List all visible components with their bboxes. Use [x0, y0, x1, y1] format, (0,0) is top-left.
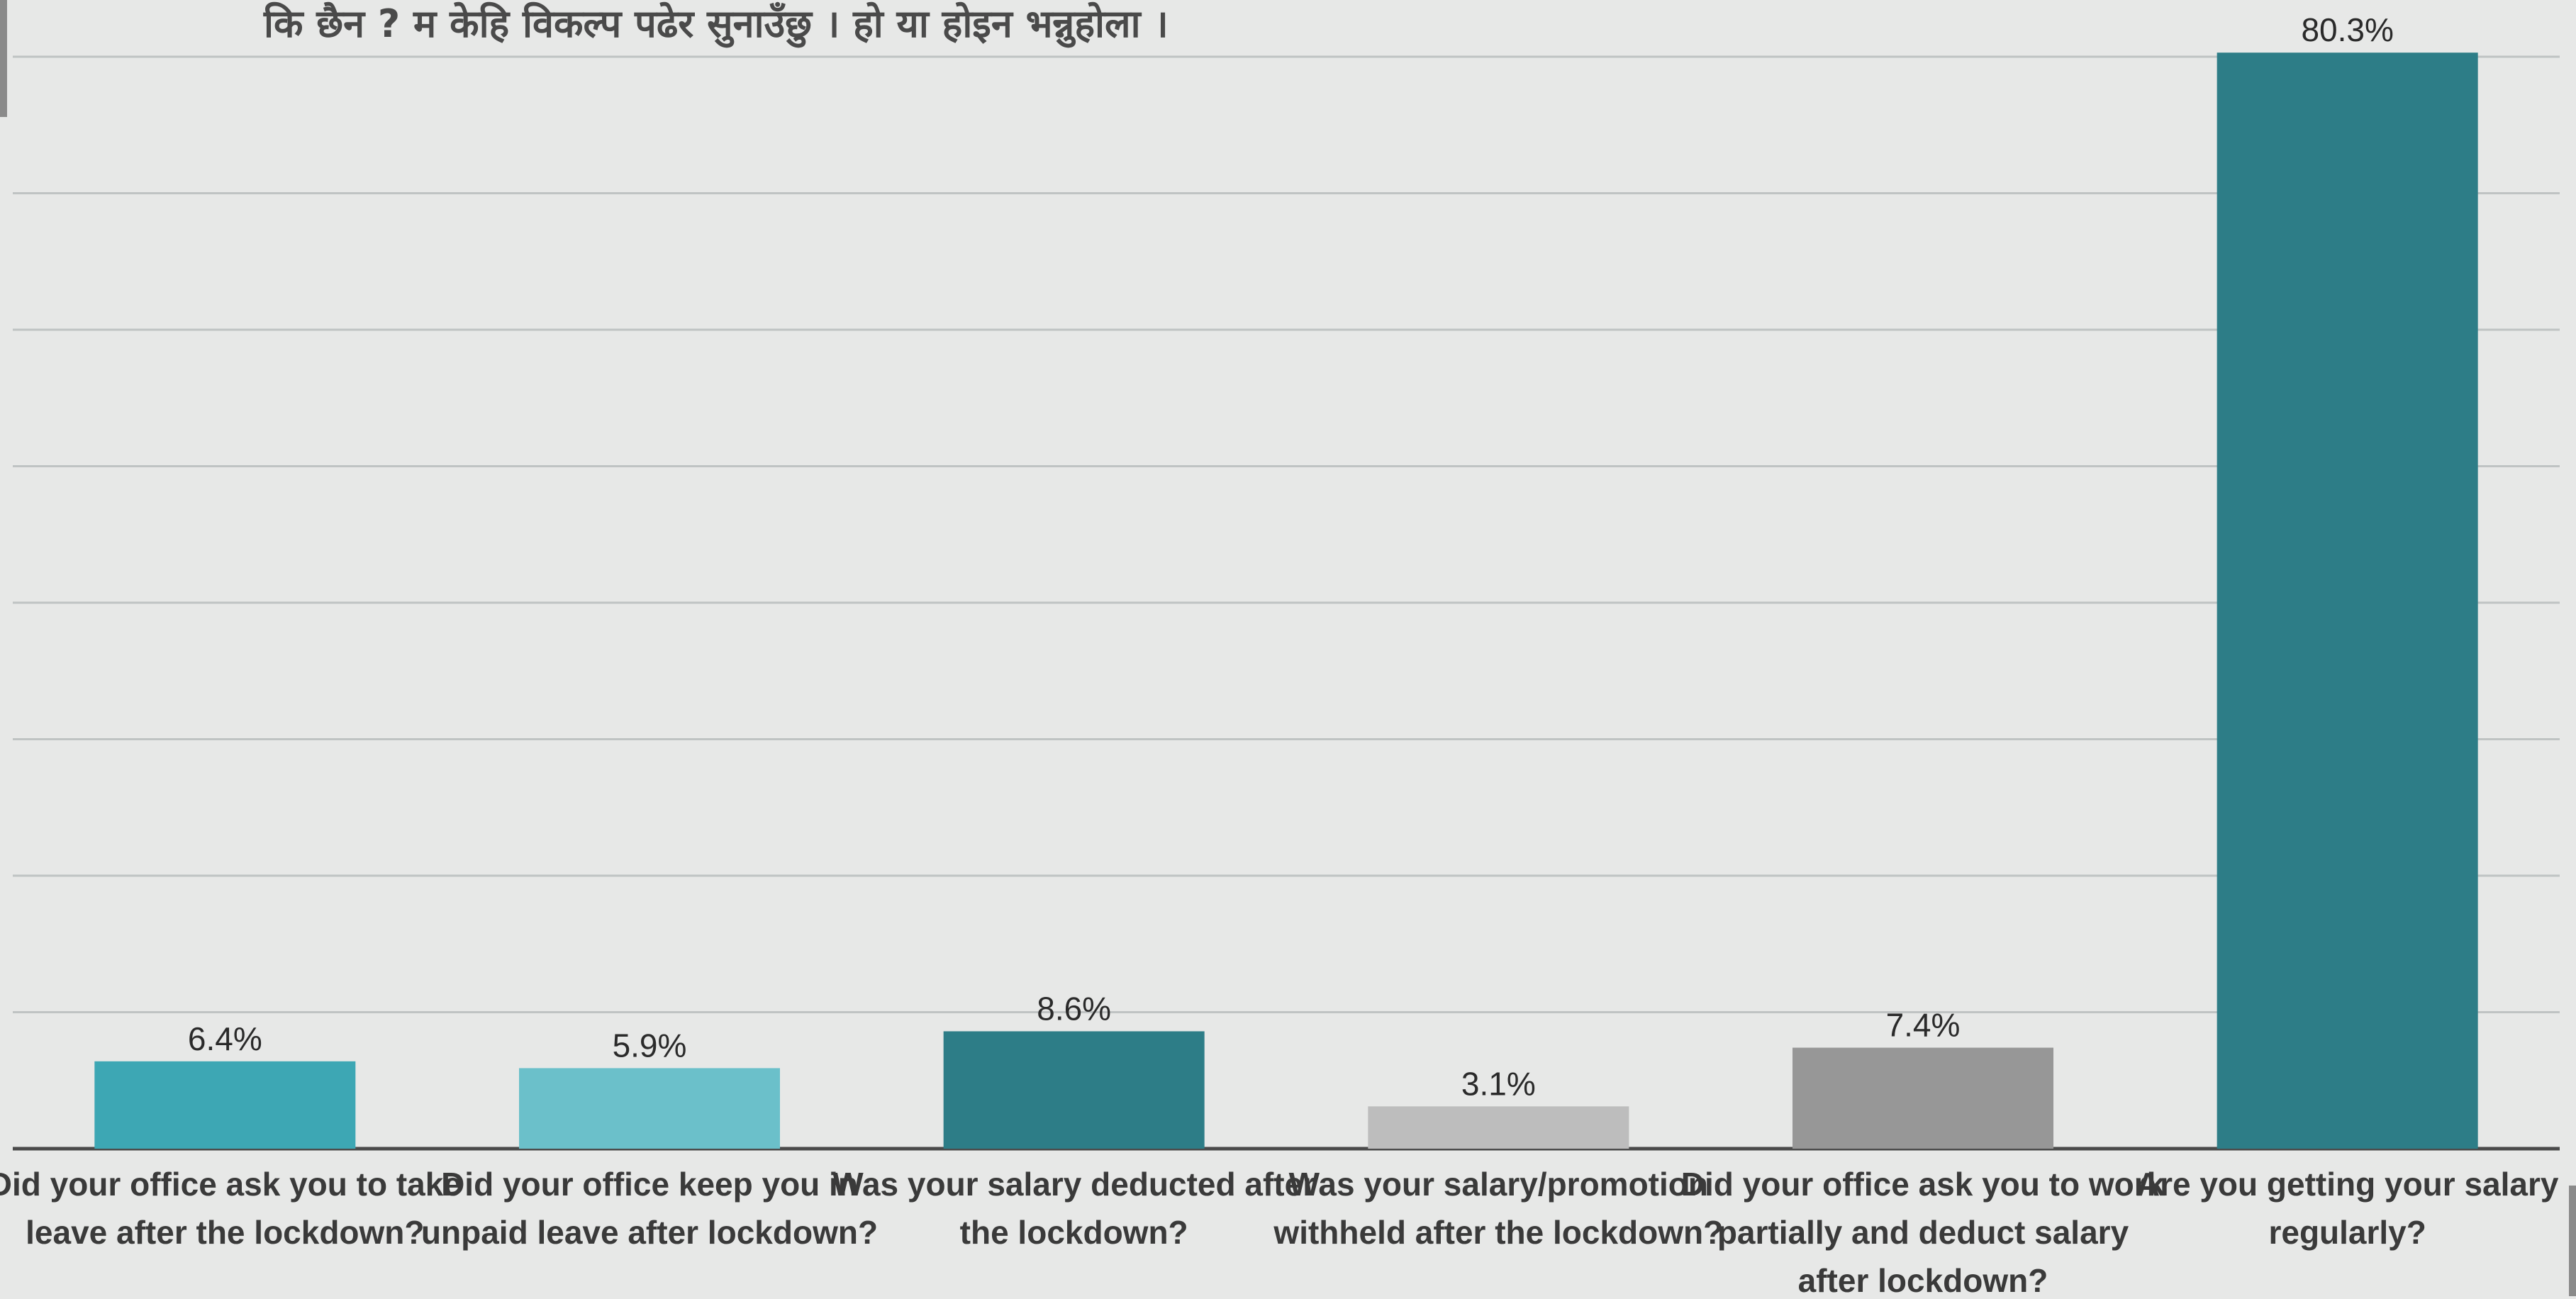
x-tick-label-2-line-2: unpaid leave after lockdown? [421, 1214, 878, 1251]
data-label-1: 6.4% [188, 1020, 262, 1057]
data-label-6: 80.3% [2301, 11, 2393, 48]
bar-1 [94, 1061, 356, 1149]
data-label-2: 5.9% [613, 1027, 687, 1064]
x-tick-label-6-line-1: Are you getting your salary [2136, 1166, 2559, 1203]
bar-3 [943, 1031, 1205, 1149]
bar-6 [2217, 52, 2478, 1149]
bar-5 [1792, 1047, 2053, 1149]
x-tick-label-1-line-1: Did your office ask you to take [0, 1166, 462, 1203]
data-label-5: 7.4% [1886, 1007, 1961, 1044]
x-tick-label-5-line-3: after lockdown? [1798, 1262, 2048, 1296]
data-label-4: 3.1% [1461, 1065, 1536, 1102]
bar-4 [1368, 1106, 1629, 1149]
x-tick-label-3-line-1: Was your salary deducted after [832, 1166, 1315, 1203]
x-tick-label-2-line-1: Did your office keep you in [441, 1166, 858, 1203]
x-tick-label-5-line-1: Did your office ask you to work [1681, 1166, 2165, 1203]
x-tick-label-4-line-1: Was your salary/promotion [1289, 1166, 1708, 1203]
right-edge-marker [2569, 1186, 2576, 1296]
data-label-3: 8.6% [1037, 990, 1111, 1027]
x-tick-label-4-line-2: withheld after the lockdown? [1273, 1214, 1723, 1251]
x-tick-label-3-line-2: the lockdown? [960, 1214, 1188, 1251]
x-tick-label-6-line-2: regularly? [2268, 1214, 2426, 1251]
chart-title: कि छैन ? म केहि विकल्प पढेर सुनाउँछु । ह… [263, 1, 1169, 48]
left-edge-marker [0, 0, 7, 117]
x-tick-label-1-line-2: leave after the lockdown? [26, 1214, 424, 1251]
x-tick-label-5-line-2: partially and deduct salary [1717, 1214, 2129, 1251]
bar-2 [519, 1068, 780, 1149]
